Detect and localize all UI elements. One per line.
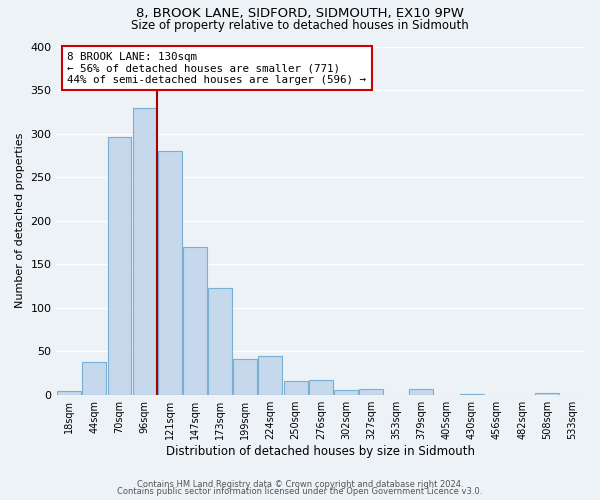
Bar — [57, 391, 81, 394]
Bar — [133, 108, 157, 395]
Bar — [107, 137, 131, 394]
Bar — [233, 359, 257, 394]
Text: Contains public sector information licensed under the Open Government Licence v3: Contains public sector information licen… — [118, 487, 482, 496]
Bar — [409, 390, 433, 394]
Bar — [284, 381, 308, 394]
Y-axis label: Number of detached properties: Number of detached properties — [15, 133, 25, 308]
Bar — [158, 151, 182, 394]
Text: 8 BROOK LANE: 130sqm
← 56% of detached houses are smaller (771)
44% of semi-deta: 8 BROOK LANE: 130sqm ← 56% of detached h… — [67, 52, 366, 85]
Bar — [259, 356, 283, 395]
Bar — [359, 390, 383, 394]
Bar — [334, 390, 358, 394]
Bar — [309, 380, 333, 394]
Text: Size of property relative to detached houses in Sidmouth: Size of property relative to detached ho… — [131, 18, 469, 32]
Bar — [183, 246, 207, 394]
Bar — [208, 288, 232, 395]
Text: 8, BROOK LANE, SIDFORD, SIDMOUTH, EX10 9PW: 8, BROOK LANE, SIDFORD, SIDMOUTH, EX10 9… — [136, 8, 464, 20]
Text: Contains HM Land Registry data © Crown copyright and database right 2024.: Contains HM Land Registry data © Crown c… — [137, 480, 463, 489]
Bar — [535, 393, 559, 394]
Bar — [82, 362, 106, 394]
X-axis label: Distribution of detached houses by size in Sidmouth: Distribution of detached houses by size … — [166, 444, 475, 458]
